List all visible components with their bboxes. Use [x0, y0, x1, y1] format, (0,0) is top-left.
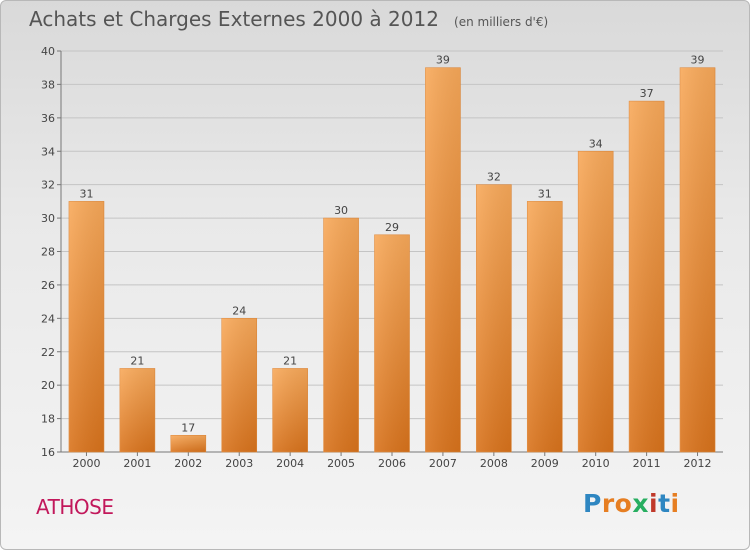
x-tick-label: 2011 [633, 457, 661, 470]
bar-shade [323, 218, 359, 452]
value-label: 30 [334, 204, 348, 217]
value-label: 34 [589, 137, 603, 150]
bar-shade [476, 184, 512, 452]
value-label: 31 [79, 187, 93, 200]
value-label: 39 [691, 54, 705, 67]
x-tick-label: 2007 [429, 457, 457, 470]
logo-letter: P [583, 489, 602, 518]
logo-letter: x [632, 489, 649, 518]
bar-shade [527, 201, 563, 452]
value-label: 21 [283, 354, 297, 367]
y-tick-label: 18 [41, 413, 55, 426]
x-tick-label: 2009 [531, 457, 559, 470]
bar-shade [680, 67, 716, 452]
x-tick-label: 2010 [582, 457, 610, 470]
logo-letter: i [670, 489, 680, 518]
logo-letter: o [614, 489, 633, 518]
x-tick-label: 2004 [276, 457, 304, 470]
value-label: 24 [232, 304, 246, 317]
value-label: 32 [487, 171, 501, 184]
y-tick-label: 30 [41, 212, 55, 225]
y-tick-label: 22 [41, 346, 55, 359]
bar-layer [68, 67, 716, 453]
y-tick-label: 20 [41, 379, 55, 392]
proxiti-logo: Proxiti [583, 489, 680, 518]
chart-title: Achats et Charges Externes 2000 à 2012 [29, 7, 439, 31]
bar-shade [425, 67, 461, 452]
chart-title-group: Achats et Charges Externes 2000 à 2012 (… [29, 7, 548, 31]
x-tick-label: 2008 [480, 457, 508, 470]
x-tick-label: 2003 [225, 457, 253, 470]
y-tick-label: 28 [41, 246, 55, 259]
value-label: 17 [181, 421, 195, 434]
y-tick-label: 36 [41, 112, 55, 125]
y-tick-label: 38 [41, 78, 55, 91]
bar-shade [221, 318, 257, 452]
x-tick-label: 2001 [123, 457, 151, 470]
logo-letter: r [601, 489, 615, 518]
value-label: 31 [538, 187, 552, 200]
y-tick-label: 40 [41, 45, 55, 58]
value-label: 39 [436, 54, 450, 67]
chart-unit: (en milliers d'€) [454, 15, 549, 29]
y-tick-label: 32 [41, 179, 55, 192]
x-tick-label: 2005 [327, 457, 355, 470]
bar-shade [68, 201, 104, 452]
x-tick-label: 2000 [72, 457, 100, 470]
x-tick-label: 2006 [378, 457, 406, 470]
logo-letter: t [658, 489, 671, 518]
y-tick-label: 16 [41, 446, 55, 459]
y-tick-label: 34 [41, 145, 55, 158]
x-tick-label: 2002 [174, 457, 202, 470]
value-label: 29 [385, 221, 399, 234]
bar-shade [170, 435, 206, 452]
y-tick-label: 24 [41, 312, 55, 325]
value-label: 37 [640, 87, 654, 100]
bar-shade [272, 368, 308, 452]
x-tick-label: 2012 [684, 457, 712, 470]
commune-name: ATHOSE [36, 495, 114, 519]
bar-shade [629, 101, 665, 452]
logo-letter: i [649, 489, 659, 518]
bar-shade [578, 151, 614, 452]
bar-shade [119, 368, 155, 452]
value-label: 21 [130, 354, 144, 367]
y-tick-label: 26 [41, 279, 55, 292]
label-layer: 31 2000 21 2001 17 2002 24 2003 21 2004 30 2005 29 20… [72, 54, 711, 470]
bar-shade [374, 234, 410, 452]
